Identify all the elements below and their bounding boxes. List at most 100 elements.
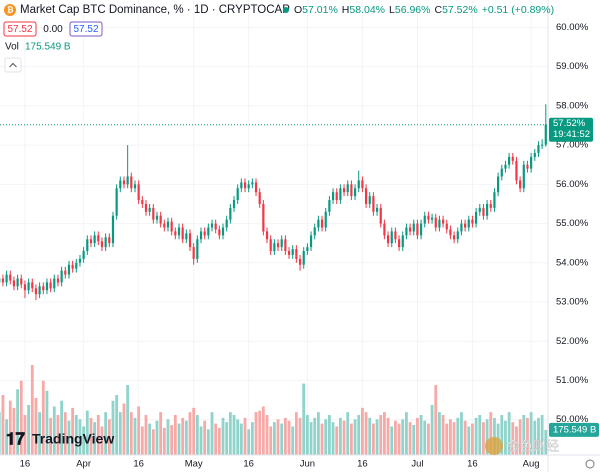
candle-body: [23, 284, 27, 291]
candle-body: [181, 227, 184, 240]
candle-body: [375, 207, 379, 212]
volume-bar: [45, 390, 49, 455]
candle-body: [93, 235, 96, 244]
candle-body: [541, 144, 544, 146]
candle-body: [280, 239, 283, 248]
volume-bar: [236, 419, 240, 455]
volume-bar: [283, 417, 287, 455]
volume-bar: [386, 417, 390, 455]
x-tick-label: 16: [20, 459, 31, 470]
volume-bar: [452, 422, 456, 455]
ohlc-legend: O57.01% H58.04% L56.96% C57.52% +0.51 (+0.89…: [294, 4, 554, 16]
x-tick-label: 16: [357, 459, 368, 470]
volume-bar: [423, 420, 427, 455]
volume-bar: [419, 415, 423, 455]
volume-bar: [126, 385, 130, 455]
volume-bar: [206, 429, 210, 455]
volume-bar: [247, 429, 251, 455]
volume-bar: [375, 419, 379, 455]
buy-box[interactable]: [69, 21, 103, 37]
candle-body: [126, 176, 129, 185]
volume-bar: [104, 412, 108, 455]
x-tick-label: May: [185, 459, 203, 470]
volume-bar: [360, 407, 364, 455]
volume-bar: [507, 412, 511, 455]
volume-bar: [430, 405, 434, 455]
candle-body: [504, 164, 507, 169]
volume-bar: [228, 412, 232, 455]
candle-body: [456, 231, 459, 240]
volume-bar: [408, 422, 412, 455]
volume-bar: [467, 426, 471, 455]
volume-bar: [441, 415, 445, 455]
candle-body: [511, 156, 514, 161]
sell-price[interactable]: 57.52: [7, 24, 32, 35]
volume-bar: [151, 429, 155, 455]
collapse-icon[interactable]: [9, 62, 17, 68]
candle-body: [449, 229, 452, 236]
buy-price[interactable]: 57.52: [73, 24, 98, 35]
candle-body: [383, 223, 386, 236]
volume-bar: [529, 412, 533, 455]
volume-bar: [258, 410, 262, 455]
candle-body: [313, 227, 316, 236]
candle-body: [361, 180, 364, 189]
volume-bar: [34, 397, 38, 455]
volume-bar: [379, 415, 383, 455]
candle-body: [309, 235, 313, 248]
volume-bar: [195, 415, 199, 455]
candle-body: [519, 180, 522, 189]
volume-bar: [364, 412, 368, 455]
watermark-icon: [485, 437, 503, 455]
volume-bar: [159, 412, 163, 455]
candle-body: [493, 192, 496, 208]
candle-body: [486, 203, 489, 216]
ohlc-value: 58.04%: [349, 4, 385, 16]
x-tick-label: 16: [243, 459, 254, 470]
candle-body: [42, 286, 45, 291]
x-tick-label: Aug: [523, 459, 540, 470]
volume-bar: [129, 412, 133, 455]
settings-icon[interactable]: [585, 459, 595, 469]
candle-body: [115, 188, 118, 216]
candle-body: [258, 192, 261, 204]
candle-body: [328, 200, 331, 212]
volume-bar: [471, 423, 474, 455]
candle-body: [401, 235, 404, 248]
collapse-button[interactable]: [4, 57, 22, 73]
volume-bar: [320, 423, 324, 455]
volume-bar: [463, 420, 467, 455]
volume-bar: [485, 419, 489, 455]
volume-bar: [276, 419, 280, 455]
candle-body: [489, 203, 492, 208]
volume-bar: [74, 415, 78, 455]
volume-bar: [217, 427, 221, 455]
volume-bar: [500, 415, 504, 455]
candle-body: [273, 243, 276, 252]
candle-body: [210, 223, 214, 228]
ohlc-key: L: [389, 4, 395, 16]
candle-body: [251, 182, 254, 185]
volume-bar: [111, 400, 115, 455]
volume-bar: [140, 426, 144, 455]
candle-body: [302, 251, 305, 265]
x-tick-label: Apr: [76, 459, 91, 470]
x-tick-label: 16: [133, 459, 144, 470]
volume-bar: [184, 420, 188, 455]
candle-body: [357, 180, 360, 189]
candle-body: [254, 182, 258, 193]
candle-body: [1, 278, 5, 283]
y-tick-label: 57.00%: [556, 140, 589, 151]
volume-bar: [192, 407, 196, 455]
sell-box[interactable]: [3, 21, 37, 37]
volume-bar: [316, 412, 320, 455]
volume-bar: [56, 415, 60, 455]
volume-bar: [445, 423, 449, 455]
volume-bar: [489, 412, 493, 455]
y-tick-label: 50.00%: [556, 414, 589, 425]
volume-bar: [155, 420, 159, 455]
candle-body: [71, 264, 74, 269]
candle-body: [438, 219, 441, 228]
volume-bar: [177, 423, 181, 455]
volume-bar: [71, 407, 75, 455]
